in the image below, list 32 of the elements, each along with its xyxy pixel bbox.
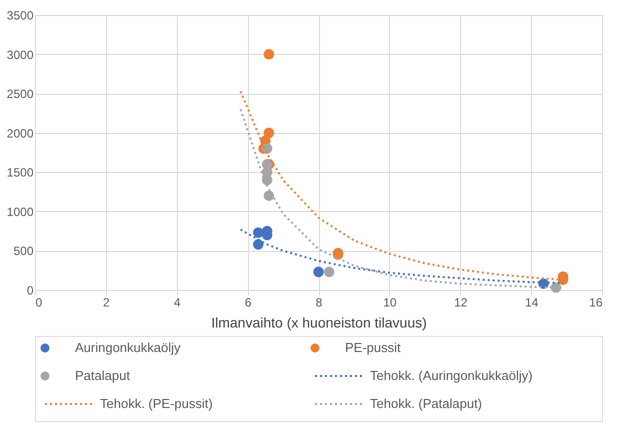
legend-label: Tehokk. (Patalaput) (370, 396, 482, 411)
legend-label: Tehokk. (Auringonkukkaöljy) (370, 368, 533, 383)
y-tick-label: 3000 (6, 48, 34, 62)
point (264, 49, 274, 60)
point (253, 239, 264, 250)
x-tick-label: 2 (103, 296, 110, 310)
x-tick-label: 0 (36, 296, 42, 310)
legend-label: Tehokk. (PE-pussit) (100, 396, 213, 411)
x-tick-label: 4 (174, 296, 181, 310)
y-tick-label: 3500 (6, 8, 34, 22)
y-tick-label: 500 (13, 244, 34, 258)
point (264, 190, 274, 201)
x-axis-title: Ilmanvaihto (x huoneiston tilavuus) (211, 314, 427, 330)
point (264, 128, 274, 138)
x-tick-label: 8 (316, 296, 323, 310)
legend-label: Patalaput (75, 368, 130, 383)
x-tick-label: 16 (589, 296, 603, 310)
y-tick-label: 1000 (6, 204, 34, 219)
x-tick-label: 14 (524, 296, 539, 310)
point (262, 174, 272, 186)
y-tick-label: 1500 (6, 166, 34, 180)
y-tick-label: 2500 (6, 87, 34, 102)
y-tick-label: 2000 (6, 126, 34, 140)
y-tick-label: 0 (26, 284, 34, 298)
x-tick-label: 6 (244, 296, 252, 310)
point (253, 227, 264, 238)
legend-label: PE-pussit (345, 340, 402, 355)
point (313, 266, 324, 278)
legend-label: Auringonkukkaöljy (75, 340, 182, 355)
point (324, 266, 334, 278)
x-tick-label: 12 (454, 296, 468, 310)
x-tick-label: 10 (383, 296, 397, 310)
